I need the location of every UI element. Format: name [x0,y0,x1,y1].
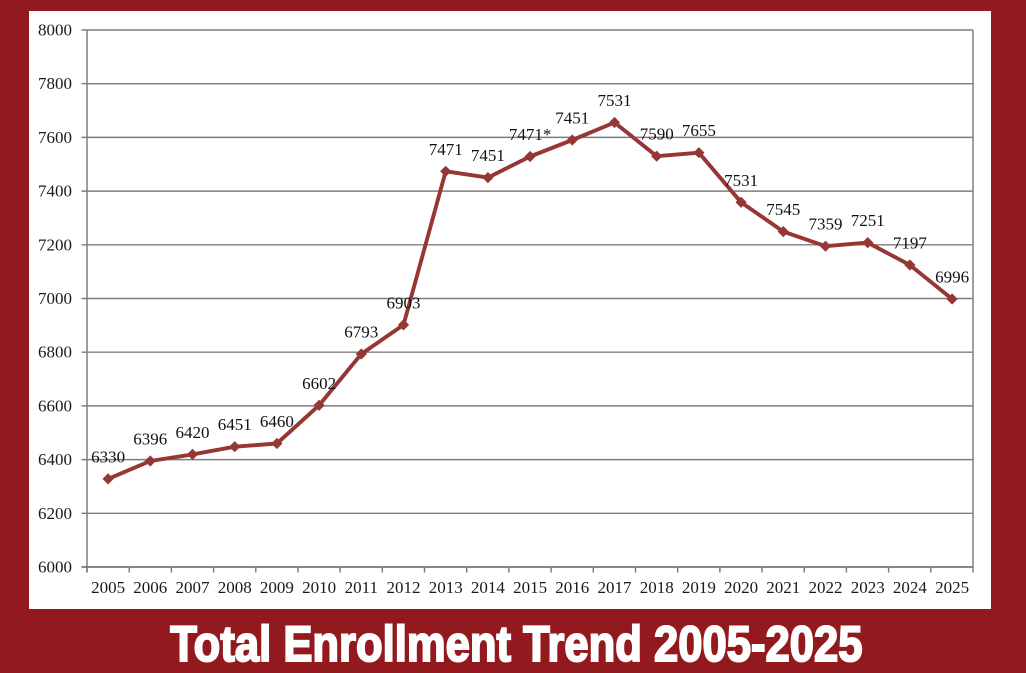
svg-text:2005: 2005 [91,578,125,597]
svg-text:2008: 2008 [218,578,252,597]
svg-text:6400: 6400 [38,450,72,469]
svg-text:2021: 2021 [766,578,800,597]
svg-text:7359: 7359 [809,215,843,234]
svg-text:6200: 6200 [38,504,72,523]
svg-text:7471*: 7471* [509,125,552,144]
svg-text:6600: 6600 [38,396,72,415]
svg-text:7600: 7600 [38,128,72,147]
svg-text:2011: 2011 [345,578,378,597]
svg-text:6451: 6451 [218,415,252,434]
svg-text:2025: 2025 [935,578,969,597]
svg-text:2023: 2023 [851,578,885,597]
svg-text:2018: 2018 [640,578,674,597]
svg-text:2024: 2024 [893,578,928,597]
svg-text:6602: 6602 [302,374,336,393]
svg-text:7251: 7251 [851,211,885,230]
svg-text:2014: 2014 [471,578,506,597]
svg-text:7000: 7000 [38,289,72,308]
svg-text:7451: 7451 [471,146,505,165]
svg-text:2017: 2017 [598,578,633,597]
svg-text:2020: 2020 [724,578,758,597]
svg-text:2022: 2022 [809,578,843,597]
svg-text:6903: 6903 [387,293,421,312]
svg-text:7545: 7545 [766,200,800,219]
svg-text:6800: 6800 [38,343,72,362]
svg-text:2006: 2006 [133,578,167,597]
svg-text:7800: 7800 [38,74,72,93]
svg-text:6460: 6460 [260,412,294,431]
svg-text:6000: 6000 [38,558,72,577]
svg-text:2010: 2010 [302,578,336,597]
svg-text:2009: 2009 [260,578,294,597]
svg-text:8000: 8000 [38,21,72,40]
svg-text:7471: 7471 [429,140,463,159]
svg-text:2007: 2007 [176,578,211,597]
svg-text:6420: 6420 [176,423,210,442]
svg-text:7655: 7655 [682,121,716,140]
svg-text:2012: 2012 [387,578,421,597]
svg-text:6396: 6396 [133,430,167,449]
svg-text:2019: 2019 [682,578,716,597]
svg-text:7197: 7197 [893,234,928,253]
svg-text:2016: 2016 [555,578,589,597]
svg-text:7531: 7531 [598,91,632,110]
svg-text:2013: 2013 [429,578,463,597]
svg-text:2015: 2015 [513,578,547,597]
svg-text:7531: 7531 [724,171,758,190]
svg-text:6996: 6996 [935,268,969,287]
svg-text:6793: 6793 [344,323,378,342]
svg-text:7400: 7400 [38,182,72,201]
svg-text:7590: 7590 [640,125,674,144]
svg-text:6330: 6330 [91,447,125,466]
svg-text:7200: 7200 [38,235,72,254]
svg-text:7451: 7451 [555,109,589,128]
